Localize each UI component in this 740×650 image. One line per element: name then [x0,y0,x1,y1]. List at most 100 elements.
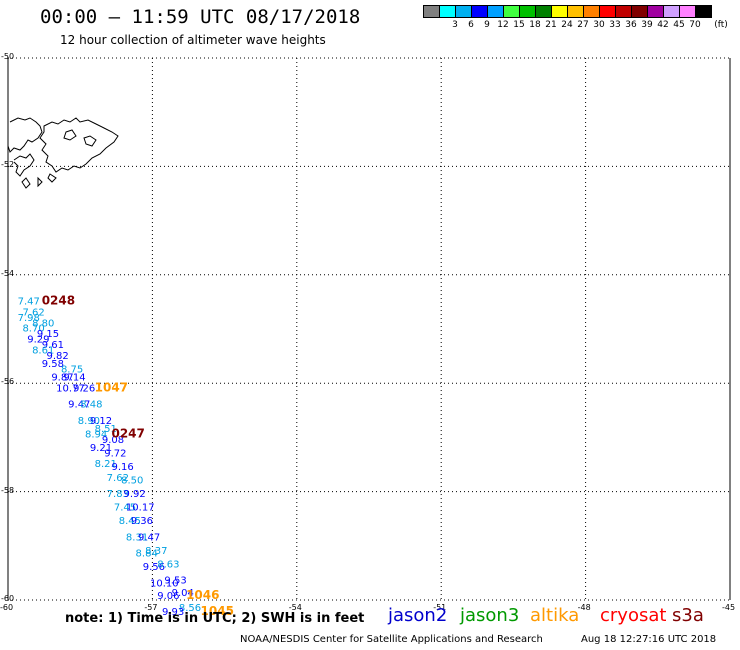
swh-value-label: 9.47 [68,400,90,411]
swh-value-label: 8.45 [119,516,141,527]
satellite-label-jason3: jason3 [460,605,520,626]
longitude-label: -60 [0,603,14,612]
satellite-label-jason2: jason2 [388,605,448,626]
legend-label: 6 [468,20,474,30]
generation-timestamp: Aug 18 12:27:16 UTC 2018 [581,634,717,645]
swh-value-label: 9.14 [63,372,85,383]
swh-value-label: 9.06 [157,591,179,602]
latitude-label: -54 [1,268,15,278]
legend-label: 12 [497,20,509,30]
swh-value-label: 9.08 [102,435,124,446]
legend-label: 24 [561,20,573,30]
pass-time-label: 1045 [201,604,234,618]
swh-value-label: 9.29 [27,335,49,346]
swh-value-label: 10.10 [150,578,179,589]
longitude-label: -45 [722,603,736,612]
swh-value-label: 9.15 [37,329,59,340]
legend-label: 18 [529,20,541,30]
swh-value-label: 9.12 [90,416,112,427]
swh-value-label: 8.80 [32,318,54,329]
swh-value-label: 7.62 [22,307,44,318]
pass-time-label: 0248 [42,294,75,308]
pass-time-label: 1047 [95,380,128,394]
legend-label: 15 [513,20,525,30]
legend-label: 30 [593,20,605,30]
satellite-label-altika: altika [530,605,580,626]
swh-value-label: 7.62 [107,473,129,484]
legend-swatches [423,5,712,18]
color-legend: 3 6 9 12 15 18 21 24 27 30 33 36 39 42 45 70 (ft) [423,5,728,32]
map-subtitle: 12 hour collection of altimeter wave hei… [60,33,326,47]
wave-height-observations: 7.477.627.988.808.709.159.299.618.619.82… [18,297,202,619]
map-title: 00:00 – 11:59 UTC 08/17/2018 [40,6,361,28]
swh-value-label: 8.84 [136,549,158,560]
swh-value-label: 8.21 [95,459,117,470]
swh-value-label: 8.31 [126,532,148,543]
swh-value-label: 8.94 [85,429,107,440]
legend-label: 27 [577,20,589,30]
longitude-label: -51 [433,603,447,612]
longitude-label: -48 [577,603,591,612]
footer-note: note: 1) Time is in UTC; 2) SWH is in fe… [65,611,365,626]
map-frame [7,57,731,601]
swh-value-label: 7.98 [18,313,40,324]
swh-value-label: 7.47 [18,297,40,308]
swh-value-label: 9.92 [124,489,146,500]
legend-label: 45 [673,20,685,30]
legend-label: 3 [452,20,458,30]
swh-value-label: 8.75 [61,364,83,375]
legend-label: 42 [657,20,669,30]
latitude-label: -60 [1,594,15,603]
swh-value-label: 9.26 [73,383,95,394]
swh-value-label: 9.72 [104,448,126,459]
swh-value-label: 7.45 [114,503,136,514]
swh-value-label: 7.83 [107,489,129,500]
legend-unit: (ft) [714,20,728,30]
swh-value-label: 8.51 [95,424,117,435]
swh-value-label: 9.61 [42,340,64,351]
pass-time-label: 0247 [111,426,144,440]
swh-value-label: 9.53 [164,576,186,587]
swh-value-label: 9.04 [172,588,194,599]
latitude-label: -50 [1,52,15,61]
latitude-label: -56 [1,377,15,387]
swh-value-label: 9.58 [42,359,64,370]
swh-value-label: 8.90 [78,416,100,427]
swh-value-label: 8.50 [121,475,143,486]
longitude-label: -57 [144,603,158,612]
swh-value-label: 8.70 [22,324,44,335]
legend-label: 39 [641,20,653,30]
satellite-label-s3a: s3a [672,605,704,626]
swh-value-label: 8.37 [145,546,167,557]
swh-value-label: 9.93 [162,607,184,618]
graticule [8,58,730,600]
credit-line: NOAA/NESDIS Center for Satellite Applica… [240,634,543,645]
swh-value-label: 8.61 [32,345,54,356]
pass-time-labels: 0248 1047 0247 1046 1045 [42,294,234,619]
legend-labels: 3 6 9 12 15 18 21 24 27 30 33 36 39 42 45 70 (ft) [423,18,728,32]
legend-label: 21 [545,20,557,30]
latitude-label: -58 [1,485,15,495]
swh-value-label: 10.77 [56,383,85,394]
swh-value-label: 9.82 [47,351,69,362]
falkland-islands-coastline [7,117,119,189]
swh-value-label: 8.56 [179,603,201,614]
swh-value-label: 9.36 [131,516,153,527]
swh-value-label: 10.17 [126,503,155,514]
latitude-label: -52 [1,160,15,170]
legend-label: 9 [484,20,490,30]
legend-label: 36 [625,20,637,30]
legend-label: 70 [689,20,701,30]
pass-time-label: 1046 [186,588,219,602]
legend-label: 33 [609,20,621,30]
satellite-label-cryosat: cryosat [600,605,667,626]
swh-value-label: 8.48 [80,400,102,411]
swh-value-label: 9.47 [138,532,160,543]
legend-swatch [695,5,712,18]
longitude-label: -54 [288,603,302,612]
swh-value-label: 8.63 [157,559,179,570]
swh-value-label: 9.87 [51,372,73,383]
swh-value-label: 9.21 [90,443,112,454]
swh-value-label: 9.56 [143,562,165,573]
